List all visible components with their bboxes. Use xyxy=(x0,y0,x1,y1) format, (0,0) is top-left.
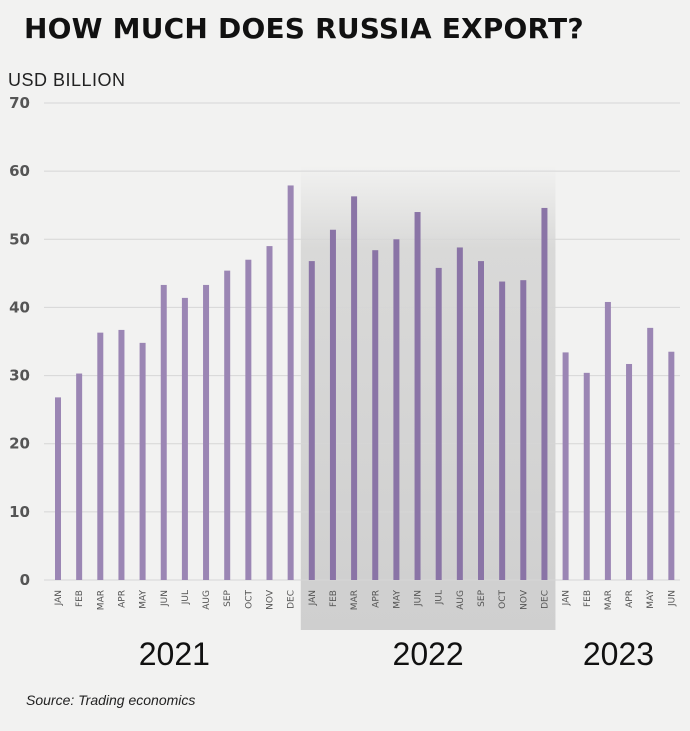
month-label-2022-jan: JAN xyxy=(308,590,318,606)
bar-2023-apr xyxy=(626,363,633,580)
bar-chart: 0 10 20 30 40 50 60 70 JAN FEB MAR APR MAY JUN JUL AUG S… xyxy=(9,94,680,672)
year-label-2022: 2022 xyxy=(393,636,464,672)
bar-2022-aug xyxy=(456,247,463,580)
month-label-2021-may: MAY xyxy=(139,590,149,609)
month-label-2022-feb: FEB xyxy=(329,590,339,607)
bar-2021-jun xyxy=(160,284,167,580)
month-label-2021-oct: OCT xyxy=(244,590,254,609)
bar-2021-sep xyxy=(224,270,231,580)
month-label-2021-mar: MAR xyxy=(96,590,106,610)
month-label-2022-apr: APR xyxy=(371,590,381,608)
bar-2022-jul xyxy=(435,267,442,580)
bar-2023-may xyxy=(647,327,654,580)
month-label-2023-apr: APR xyxy=(625,590,635,608)
month-label-2022-jul: JUL xyxy=(435,590,445,605)
month-label-2023-jan: JAN xyxy=(562,590,572,606)
bar-2022-dec xyxy=(541,207,548,580)
bar-2022-apr xyxy=(372,250,379,580)
month-label-2022-nov: NOV xyxy=(519,589,529,610)
y-tick-label-20: 20 xyxy=(9,435,30,453)
y-tick-label-10: 10 xyxy=(9,503,30,521)
month-label-2021-sep: SEP xyxy=(223,589,233,606)
month-label-2021-apr: APR xyxy=(117,590,127,608)
month-label-2023-may: MAY xyxy=(646,590,656,609)
y-tick-label-30: 30 xyxy=(9,367,30,385)
month-label-2023-mar: MAR xyxy=(604,590,614,610)
bar-2022-jun xyxy=(414,212,421,580)
bar-2021-mar xyxy=(97,332,104,580)
bar-2022-may xyxy=(393,239,400,581)
month-label-2021-aug: AUG xyxy=(202,590,212,610)
month-label-2023-feb: FEB xyxy=(583,590,593,607)
month-label-2021-jun: JUN xyxy=(160,590,170,607)
y-tick-label-70: 70 xyxy=(9,94,30,112)
bar-2022-oct xyxy=(499,281,506,580)
bar-2021-jul xyxy=(181,297,188,580)
month-label-2021-jan: JAN xyxy=(54,590,64,606)
y-tick-label-40: 40 xyxy=(9,298,30,316)
bar-2021-may xyxy=(139,342,146,580)
month-label-2021-dec: DEC xyxy=(287,590,297,609)
bar-2022-jan xyxy=(308,261,315,580)
source-note: Source: Trading economics xyxy=(26,692,196,708)
bar-2023-mar xyxy=(604,301,611,580)
month-label-2021-nov: NOV xyxy=(266,589,276,610)
month-label-2022-dec: DEC xyxy=(540,590,550,609)
bar-2021-oct xyxy=(245,259,252,580)
bar-2021-nov xyxy=(266,246,273,580)
y-tick-label-60: 60 xyxy=(9,162,30,180)
month-label-2022-oct: OCT xyxy=(498,590,508,609)
month-label-2022-may: MAY xyxy=(392,590,402,609)
bar-2023-jun xyxy=(668,351,675,580)
bar-2022-sep xyxy=(478,261,484,580)
month-label-2021-feb: FEB xyxy=(75,590,85,607)
month-label-2022-mar: MAR xyxy=(350,590,360,610)
bar-2023-jan xyxy=(562,352,569,580)
highlight-band-2022 xyxy=(300,165,556,630)
month-label-2023-jun: JUN xyxy=(667,590,677,607)
bar-2022-mar xyxy=(351,196,358,580)
y-tick-label-50: 50 xyxy=(9,230,30,248)
chart-title: HOW MUCH DOES RUSSIA EXPORT? xyxy=(24,12,584,45)
y-tick-label-0: 0 xyxy=(20,571,30,589)
bar-2021-feb xyxy=(76,373,83,580)
bar-2021-apr xyxy=(118,329,125,580)
y-axis-label: USD BILLION xyxy=(8,70,126,90)
bar-2021-aug xyxy=(203,284,210,580)
month-label-2022-jun: JUN xyxy=(414,590,424,607)
bar-2022-nov xyxy=(520,280,527,580)
year-label-2023: 2023 xyxy=(583,636,654,672)
month-label-2022-sep: SEP xyxy=(477,589,487,606)
year-label-2021: 2021 xyxy=(139,636,210,672)
bar-2022-feb xyxy=(329,229,336,580)
month-label-2022-aug: AUG xyxy=(456,590,466,610)
month-label-2021-jul: JUL xyxy=(181,590,191,605)
bar-2023-feb xyxy=(583,372,590,580)
bar-2021-dec xyxy=(287,185,294,580)
bar-2021-jan xyxy=(55,397,61,580)
